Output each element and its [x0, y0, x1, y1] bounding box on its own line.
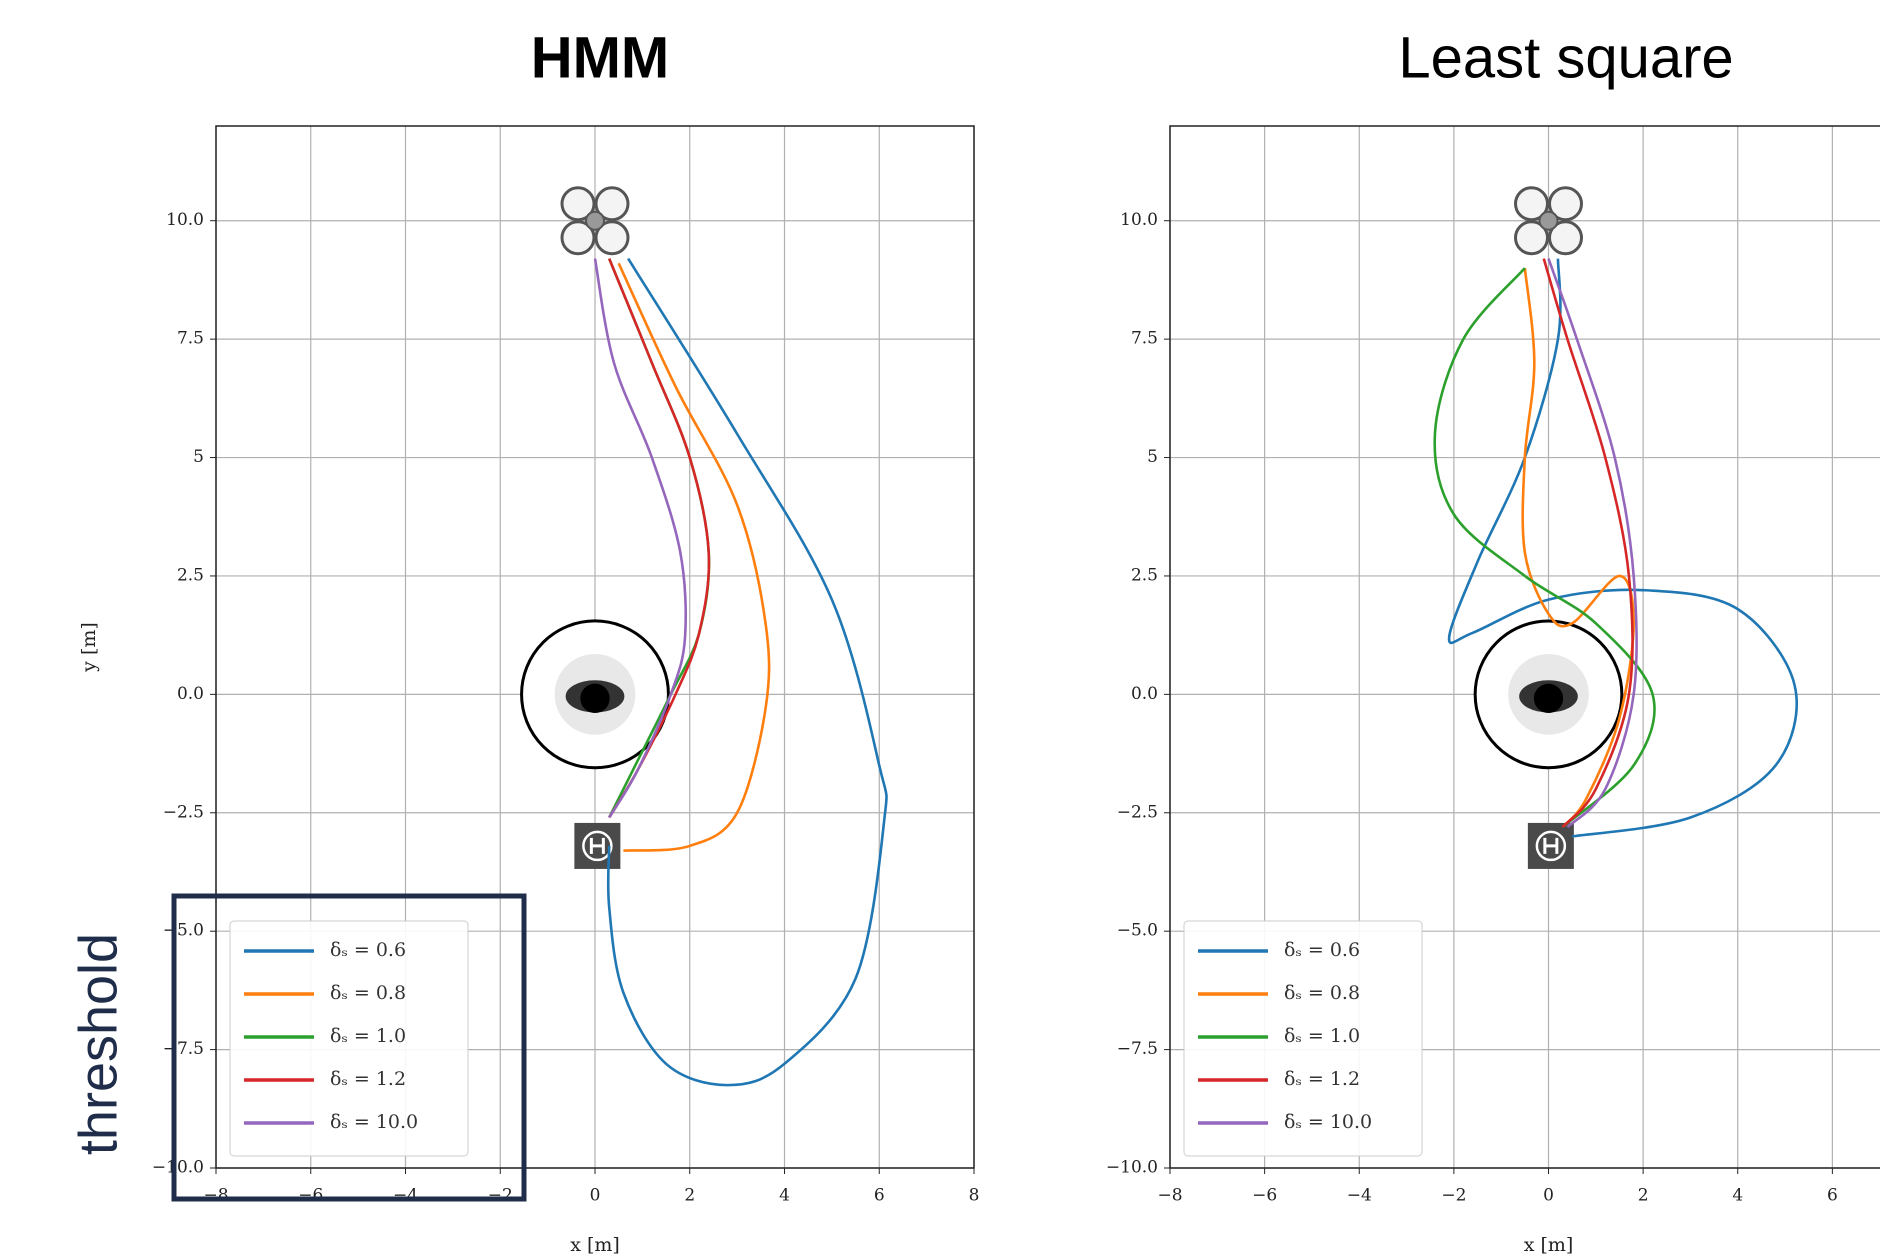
x-tick-label: 0 [1543, 1186, 1554, 1206]
y-tick-label: −7.5 [1117, 1039, 1158, 1059]
y-tick-label: 7.5 [177, 329, 204, 349]
legend-label: δₛ = 0.6 [1284, 939, 1360, 961]
y-tick-label: 10.0 [1120, 210, 1158, 230]
y-axis-label: y [m] [78, 622, 100, 673]
x-tick-label: 6 [874, 1186, 885, 1206]
y-tick-label: −10.0 [1106, 1158, 1158, 1178]
x-tick-label: −6 [1252, 1186, 1277, 1206]
y-tick-label: 2.5 [1131, 565, 1158, 585]
chart: HMM −8 −6 −4 −2 0 2 4 6 8 −10.0 −7.5 −5.0 −2.5 0.0 2.5 5… [0, 0, 1880, 1258]
y-tick-label: 5 [193, 447, 204, 467]
y-tick-label: −5.0 [1117, 921, 1158, 941]
y-tick-label: −7.5 [163, 1039, 204, 1059]
x-tick-label: −6 [298, 1186, 323, 1206]
drone-body [1540, 212, 1558, 230]
legend-label: δₛ = 1.2 [1284, 1068, 1360, 1090]
y-tick-label: −10.0 [152, 1158, 204, 1178]
drone-body [586, 212, 604, 230]
x-tick-label: −8 [1157, 1186, 1182, 1206]
legend-label: δₛ = 1.0 [1284, 1025, 1360, 1047]
legend-label: δₛ = 1.2 [330, 1068, 406, 1090]
y-tick-label: −2.5 [163, 802, 204, 822]
legend-label: δₛ = 0.6 [330, 939, 406, 961]
x-tick-label: 0 [590, 1186, 601, 1206]
x-tick-label: 4 [1732, 1186, 1743, 1206]
y-tick-label: 7.5 [1131, 329, 1158, 349]
y-tick-label: 0.0 [1131, 684, 1158, 704]
legend-label: δₛ = 0.8 [1284, 982, 1360, 1004]
x-tick-label: 4 [779, 1186, 790, 1206]
y-tick-label: 0.0 [177, 684, 204, 704]
x-tick-label: 2 [684, 1186, 695, 1206]
x-tick-label: −2 [488, 1186, 513, 1206]
x-tick-label: −8 [203, 1186, 228, 1206]
x-tick-label: 8 [969, 1186, 980, 1206]
chart-title: Least square [1398, 25, 1733, 90]
chart-title: HMM [531, 25, 670, 90]
x-tick-label: −4 [393, 1186, 418, 1206]
y-tick-label: 10.0 [166, 210, 204, 230]
annotation: threshold [68, 933, 128, 1155]
obstacle-head [580, 684, 609, 713]
legend-label: δₛ = 10.0 [330, 1111, 418, 1133]
x-tick-label: −2 [1441, 1186, 1466, 1206]
y-tick-label: −2.5 [1117, 802, 1158, 822]
y-tick-label: 5 [1147, 447, 1158, 467]
x-tick-label: 2 [1638, 1186, 1649, 1206]
y-tick-label: −5.0 [163, 921, 204, 941]
y-tick-label: 2.5 [177, 565, 204, 585]
obstacle-head [1534, 684, 1563, 713]
legend-label: δₛ = 0.8 [330, 982, 406, 1004]
legend-label: δₛ = 10.0 [1284, 1111, 1372, 1133]
x-axis-label: x [m] [570, 1234, 620, 1256]
x-tick-label: −4 [1347, 1186, 1372, 1206]
page: {"chart_data": [ {"type": "line", "title… [0, 0, 1880, 1258]
x-axis-label: x [m] [1524, 1234, 1574, 1256]
x-tick-label: 6 [1827, 1186, 1838, 1206]
legend-label: δₛ = 1.0 [330, 1025, 406, 1047]
